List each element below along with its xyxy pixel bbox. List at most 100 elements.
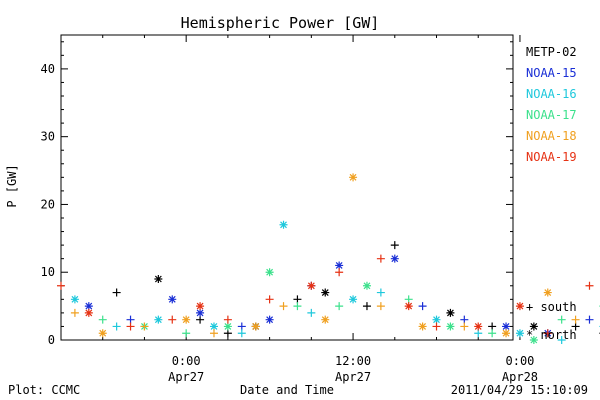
north-marker — [474, 322, 483, 331]
y-axis-label: P [GW] — [5, 164, 19, 207]
north-marker — [265, 268, 274, 277]
south-marker — [293, 295, 302, 304]
north-marker — [209, 322, 218, 331]
south-marker — [376, 288, 385, 297]
x-tick-label: 0:00 — [172, 354, 201, 368]
series-4-markers — [98, 268, 600, 344]
symbol-legend-entry: + south — [526, 300, 577, 314]
data-markers — [57, 173, 600, 344]
north-marker — [84, 308, 93, 317]
south-marker — [126, 322, 135, 331]
x-tick-label: 12:00 — [335, 354, 371, 368]
north-marker — [515, 329, 524, 338]
north-marker — [321, 288, 330, 297]
north-marker — [168, 295, 177, 304]
north-marker — [84, 302, 93, 311]
south-marker — [557, 336, 566, 344]
north-marker — [98, 329, 107, 338]
south-marker — [126, 315, 135, 324]
chart-title: Hemispheric Power [GW] — [181, 14, 380, 32]
north-marker — [182, 315, 191, 324]
south-marker — [460, 322, 469, 331]
footer-credit: Plot: CCMC — [8, 383, 80, 397]
y-tick-label: 30 — [41, 130, 55, 144]
north-marker — [279, 220, 288, 229]
north-marker — [196, 302, 205, 311]
north-marker — [446, 308, 455, 317]
series-3-markers — [70, 220, 600, 344]
north-marker — [154, 275, 163, 283]
south-marker — [196, 315, 205, 324]
symbol-legend-entry: * north — [526, 328, 577, 342]
footer-timestamp: 2011/04/29 15:10:09 — [451, 383, 588, 397]
legend: METP-02 NOAA-15 NOAA-16 NOAA-17 NOAA-18 NOAA-… — [526, 45, 577, 164]
south-marker — [209, 329, 218, 338]
south-marker — [557, 315, 566, 324]
south-marker — [585, 281, 594, 290]
south-marker — [279, 302, 288, 311]
south-marker — [140, 322, 149, 331]
south-marker — [168, 315, 177, 324]
y-tick-label: 40 — [41, 62, 55, 76]
legend-entry: NOAA-16 — [526, 87, 577, 101]
south-marker — [70, 308, 79, 317]
north-marker — [418, 322, 427, 331]
south-marker — [237, 322, 246, 331]
north-marker — [404, 302, 413, 311]
north-marker — [349, 295, 358, 304]
south-marker — [376, 302, 385, 311]
legend-entry: METP-02 — [526, 45, 577, 59]
plot-area — [60, 34, 514, 341]
plot-frame — [60, 34, 514, 341]
south-marker — [432, 322, 441, 331]
south-marker — [418, 302, 427, 311]
south-marker — [57, 281, 65, 290]
north-marker — [529, 322, 538, 331]
south-marker — [571, 315, 580, 324]
legend-entry: NOAA-15 — [526, 66, 577, 80]
south-marker — [223, 329, 232, 338]
north-marker — [432, 315, 441, 324]
symbol-legend: + south * north — [526, 300, 577, 342]
south-marker — [112, 288, 121, 297]
south-marker — [362, 302, 371, 311]
north-marker — [515, 302, 524, 311]
north-marker — [543, 288, 552, 297]
series-6-markers — [57, 254, 594, 338]
north-marker — [362, 281, 371, 290]
north-marker — [390, 254, 399, 263]
north-marker — [335, 261, 344, 270]
legend-entry: NOAA-19 — [526, 150, 577, 164]
north-marker — [502, 329, 511, 338]
y-tick-label: 0 — [48, 333, 55, 347]
south-marker — [460, 315, 469, 324]
series-5-markers — [70, 173, 580, 338]
legend-entry: NOAA-17 — [526, 108, 577, 122]
north-marker — [154, 315, 163, 324]
south-marker — [335, 268, 344, 277]
y-tick-label: 10 — [41, 265, 55, 279]
south-marker — [571, 322, 580, 331]
x-tick-label: 0:00 — [506, 354, 535, 368]
south-marker — [307, 308, 316, 317]
south-marker — [112, 322, 121, 331]
south-marker — [293, 302, 302, 311]
x-tick-date-label: Apr27 — [335, 370, 371, 384]
x-tick-date-label: Apr27 — [168, 370, 204, 384]
south-marker — [543, 329, 552, 338]
x-axis: 0:00Apr2712:00Apr270:00Apr2812:00Apr280:… — [60, 35, 538, 384]
south-marker — [182, 329, 191, 338]
south-marker — [265, 295, 274, 304]
y-tick-label: 20 — [41, 197, 55, 211]
south-marker — [223, 315, 232, 324]
north-marker — [307, 281, 316, 290]
south-marker — [335, 302, 344, 311]
south-marker — [98, 315, 107, 324]
y-axis: 0 10 20 30 40 — [41, 41, 513, 347]
north-marker — [265, 315, 274, 324]
north-marker — [529, 336, 538, 344]
north-marker — [223, 322, 232, 331]
south-marker — [488, 322, 497, 331]
x-axis-label: Date and Time — [240, 383, 334, 397]
